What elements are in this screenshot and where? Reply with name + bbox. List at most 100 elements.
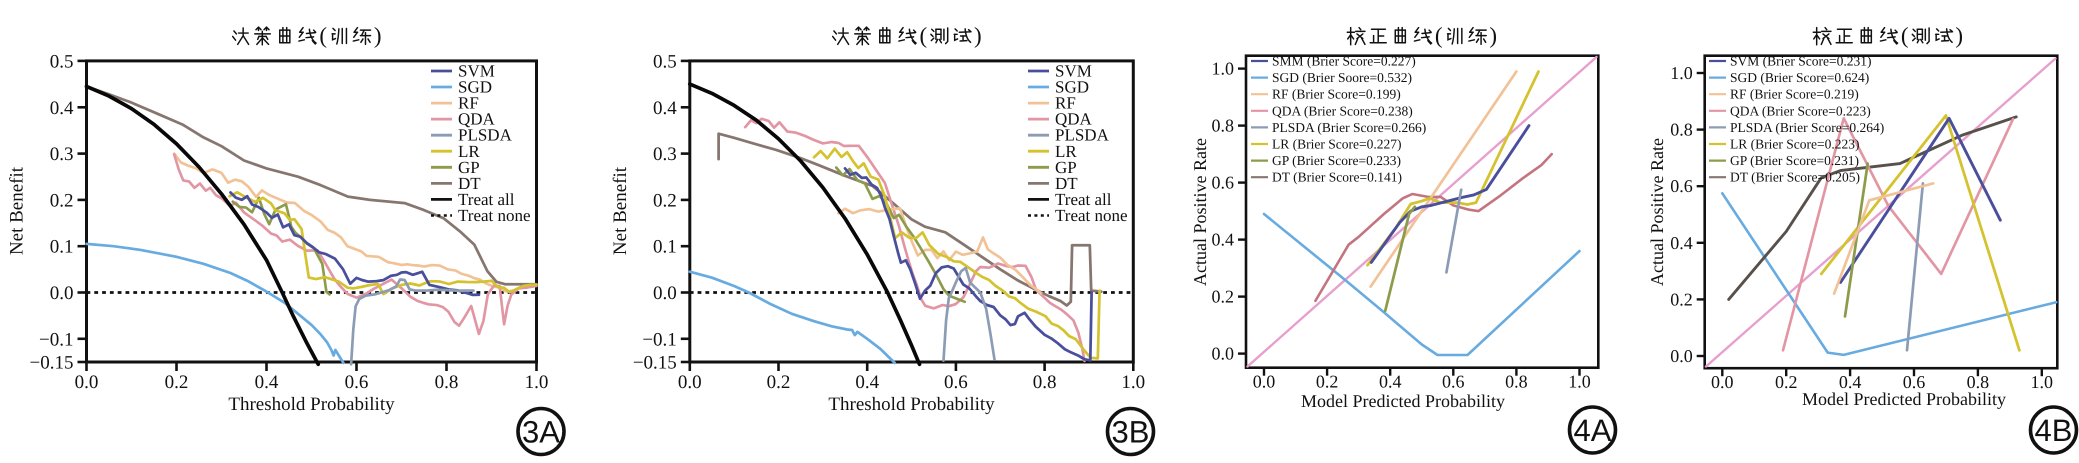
svg-text:1.0: 1.0 xyxy=(1670,63,1693,83)
svg-text:0.0: 0.0 xyxy=(50,283,74,304)
svg-text:PLSDA (Brier Score=0.264): PLSDA (Brier Score=0.264) xyxy=(1730,120,1884,135)
svg-text:QDA (Brier Score=0.223): QDA (Brier Score=0.223) xyxy=(1730,103,1871,118)
svg-text:): ) xyxy=(974,23,982,48)
svg-text:SVM: SVM xyxy=(458,62,495,81)
svg-text:Net Benefit: Net Benefit xyxy=(610,166,631,255)
svg-text:0.6: 0.6 xyxy=(1670,176,1693,196)
svg-text:−0.1: −0.1 xyxy=(642,329,676,350)
svg-text:1.0: 1.0 xyxy=(1121,372,1145,393)
svg-text:0.3: 0.3 xyxy=(50,144,74,165)
svg-text:0.1: 0.1 xyxy=(653,237,677,258)
svg-text:SVM (Brier Score=0.231): SVM (Brier Score=0.231) xyxy=(1730,54,1871,69)
svg-text:0.4: 0.4 xyxy=(1379,372,1402,392)
svg-text:Treat none: Treat none xyxy=(1055,206,1128,225)
svg-text:SMM (Brier Score=0.227): SMM (Brier Score=0.227) xyxy=(1272,54,1416,69)
svg-text:RF (Brier Score=0.199): RF (Brier Score=0.199) xyxy=(1272,87,1401,102)
svg-text:1.0: 1.0 xyxy=(2031,372,2054,392)
svg-text:PLSDA (Brier Score=0.266): PLSDA (Brier Score=0.266) xyxy=(1272,120,1426,135)
svg-text:QDA: QDA xyxy=(1055,110,1093,129)
svg-text:0.5: 0.5 xyxy=(50,51,74,72)
svg-text:0.6: 0.6 xyxy=(1903,372,1926,392)
svg-text:GP: GP xyxy=(458,158,480,177)
svg-text:PLSDA: PLSDA xyxy=(1055,126,1110,145)
svg-text:0.4: 0.4 xyxy=(1212,230,1235,250)
svg-text:SGD (Brier Soore=0.532): SGD (Brier Soore=0.532) xyxy=(1272,70,1412,85)
svg-text:0.6: 0.6 xyxy=(345,372,369,393)
svg-text:0.4: 0.4 xyxy=(653,98,677,119)
svg-text:0.0: 0.0 xyxy=(1670,346,1693,366)
svg-text:Model Predicted Probability: Model Predicted Probability xyxy=(1802,389,2006,409)
svg-text:4A: 4A xyxy=(1574,413,1612,448)
svg-text:Actual Positive Rate: Actual Positive Rate xyxy=(1647,138,1667,286)
svg-text:GP (Brier Score=0.231): GP (Brier Score=0.231) xyxy=(1730,153,1859,168)
svg-text:0.8: 0.8 xyxy=(1670,120,1693,140)
svg-text:RF: RF xyxy=(1055,94,1076,113)
svg-text:0.2: 0.2 xyxy=(1775,372,1798,392)
svg-text:4B: 4B xyxy=(2035,413,2073,448)
svg-text:(: ( xyxy=(919,23,927,48)
svg-text:(: ( xyxy=(1901,23,1909,48)
svg-text:0.0: 0.0 xyxy=(1212,344,1235,364)
svg-text:SGD: SGD xyxy=(1055,78,1089,97)
svg-text:Net Benefit: Net Benefit xyxy=(7,166,28,255)
svg-text:−0.15: −0.15 xyxy=(30,352,74,373)
svg-text:RF (Brier Score=0.219): RF (Brier Score=0.219) xyxy=(1730,87,1859,102)
svg-text:0.8: 0.8 xyxy=(1212,116,1235,136)
svg-text:−0.15: −0.15 xyxy=(633,352,677,373)
svg-text:0.0: 0.0 xyxy=(1253,372,1276,392)
svg-text:QDA: QDA xyxy=(458,110,496,129)
svg-text:Treat none: Treat none xyxy=(458,206,531,225)
svg-text:0.0: 0.0 xyxy=(1711,372,1734,392)
svg-text:0.1: 0.1 xyxy=(50,237,74,258)
svg-text:Treat all: Treat all xyxy=(1055,190,1112,209)
svg-text:1.0: 1.0 xyxy=(1568,372,1591,392)
svg-text:): ) xyxy=(1955,23,1963,48)
svg-text:0.0: 0.0 xyxy=(678,372,702,393)
svg-text:0.2: 0.2 xyxy=(165,372,189,393)
svg-text:0.2: 0.2 xyxy=(1316,372,1339,392)
svg-text:0.8: 0.8 xyxy=(1033,372,1057,393)
svg-text:3B: 3B xyxy=(1112,415,1150,450)
svg-text:0.4: 0.4 xyxy=(1839,372,1862,392)
svg-text:LR: LR xyxy=(1055,142,1077,161)
svg-text:LR (Brier Score=0.223): LR (Brier Score=0.223) xyxy=(1730,137,1859,152)
svg-text:LR (Brier Score=0.227): LR (Brier Score=0.227) xyxy=(1272,137,1401,152)
svg-text:0.2: 0.2 xyxy=(653,190,677,211)
svg-text:LR: LR xyxy=(458,142,480,161)
svg-text:0.2: 0.2 xyxy=(1670,289,1693,309)
svg-text:SVM: SVM xyxy=(1055,62,1092,81)
svg-text:0.0: 0.0 xyxy=(653,283,677,304)
svg-text:0.0: 0.0 xyxy=(75,372,99,393)
svg-text:0.8: 0.8 xyxy=(1505,372,1528,392)
svg-text:0.6: 0.6 xyxy=(1442,372,1465,392)
svg-text:DT: DT xyxy=(1055,174,1078,193)
svg-text:RF: RF xyxy=(458,94,479,113)
svg-text:Threshold Probability: Threshold Probability xyxy=(828,394,995,415)
svg-text:Threshold Probability: Threshold Probability xyxy=(228,394,395,415)
svg-text:GP (Brier Score=0.233): GP (Brier Score=0.233) xyxy=(1272,153,1401,168)
svg-text:0.5: 0.5 xyxy=(653,51,677,72)
svg-text:0.8: 0.8 xyxy=(1967,372,1990,392)
svg-text:1.0: 1.0 xyxy=(525,372,549,393)
svg-text:0.8: 0.8 xyxy=(435,372,459,393)
svg-text:−0.1: −0.1 xyxy=(39,329,73,350)
svg-text:): ) xyxy=(374,23,382,48)
svg-text:DT: DT xyxy=(458,174,481,193)
svg-text:Model Predicted Probability: Model Predicted Probability xyxy=(1301,391,1505,411)
svg-text:GP: GP xyxy=(1055,158,1077,177)
svg-text:0.2: 0.2 xyxy=(50,190,74,211)
svg-text:0.4: 0.4 xyxy=(1670,233,1693,253)
svg-text:QDA (Brier Score=0.238): QDA (Brier Score=0.238) xyxy=(1272,103,1413,118)
svg-text:SGD (Brier Score=0.624): SGD (Brier Score=0.624) xyxy=(1730,70,1869,85)
svg-text:0.4: 0.4 xyxy=(255,372,279,393)
svg-text:0.6: 0.6 xyxy=(944,372,968,393)
svg-text:): ) xyxy=(1489,23,1497,48)
svg-text:DT (Brier Score=0.141): DT (Brier Score=0.141) xyxy=(1272,170,1402,185)
svg-text:0.2: 0.2 xyxy=(767,372,791,393)
svg-text:0.4: 0.4 xyxy=(855,372,879,393)
svg-text:Actual Positive Rate: Actual Positive Rate xyxy=(1190,138,1210,286)
svg-text:(: ( xyxy=(1435,23,1443,48)
svg-text:0.6: 0.6 xyxy=(1212,173,1235,193)
svg-text:Treat all: Treat all xyxy=(458,190,515,209)
svg-text:DT (Brier Score=0.205): DT (Brier Score=0.205) xyxy=(1730,170,1860,185)
